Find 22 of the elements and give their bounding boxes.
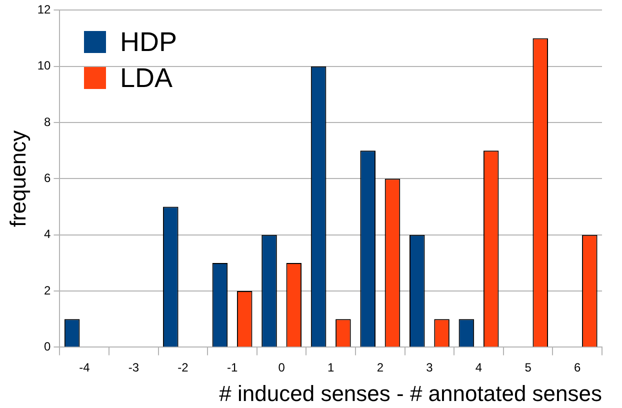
y-tick-label: 4: [44, 227, 52, 242]
x-tick-label: -2: [178, 360, 189, 375]
y-tick-label: 6: [44, 171, 52, 186]
y-tick-label: 10: [37, 58, 52, 73]
x-tick-label: 2: [376, 360, 384, 375]
y-tick-label: 0: [44, 340, 52, 354]
x-tick-label: 6: [574, 360, 582, 375]
x-tick-label: 0: [278, 360, 286, 375]
legend-label: LDA: [120, 62, 173, 94]
x-tick-label: 3: [426, 360, 434, 375]
y-tick-label: 2: [44, 283, 52, 298]
x-tick-label: 1: [328, 360, 335, 375]
x-tick-label: -4: [79, 360, 90, 375]
x-axis-title: # induced senses - # annotated senses: [219, 380, 602, 406]
y-tick-label: 12: [37, 2, 52, 17]
x-tick-label: 5: [524, 360, 532, 375]
x-tick-label: -3: [128, 360, 140, 375]
y-tick-label: 8: [44, 114, 52, 129]
x-tick-label: 4: [475, 360, 482, 375]
x-tick-label: -1: [226, 360, 238, 375]
legend-label: HDP: [120, 26, 178, 58]
y-axis-title: frequency: [5, 130, 30, 228]
